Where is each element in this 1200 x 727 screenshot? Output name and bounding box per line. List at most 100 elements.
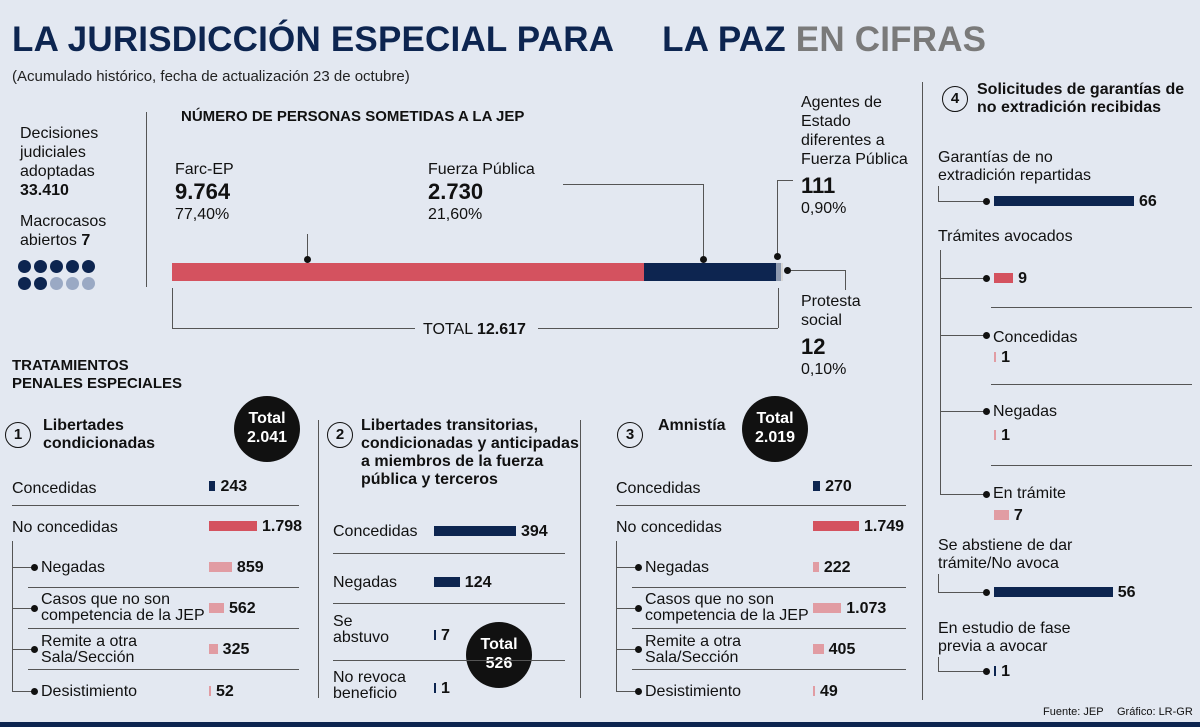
s1-negadas-value: 859 (236, 559, 264, 576)
s3-casos-bar (813, 603, 842, 613)
s4-concedidas-value: 1 (1001, 349, 1011, 366)
s1-negadas-dot (31, 564, 38, 571)
s3-negadas-value: 222 (823, 559, 851, 576)
s3-remite-bar (813, 644, 824, 654)
title-gray: EN CIFRAS (795, 20, 987, 59)
personas-segment (781, 263, 784, 281)
total-bracket-right (778, 288, 779, 328)
fp-value: 2.730 (428, 179, 484, 204)
protesta-value: 12 (801, 334, 826, 359)
s4-negadas-bar (994, 430, 997, 440)
s1-casos-label: Casos que no son competencia de la JEP (41, 591, 205, 624)
macrocasos-value: 7 (81, 232, 91, 249)
section2-total: Total 526 (466, 622, 532, 688)
section2-total-value: 526 (485, 655, 513, 672)
s3-no-bar (813, 521, 859, 531)
fp-connector-h (563, 184, 704, 185)
s3-no-value: 1.749 (864, 518, 905, 535)
s4-abstiene-v (938, 574, 939, 593)
s2-abstuvo-bar (434, 630, 436, 640)
s3-desist-bar (813, 686, 815, 696)
protesta-pct: 0,10% (801, 361, 847, 378)
s4-abstiene-label: Se abstiene de dar trámite/No avoca (938, 537, 1073, 572)
s1-tree-v (12, 541, 13, 692)
agentes-block: Agentes de Estado diferentes a Fuerza Pú… (801, 93, 921, 218)
agentes-connector (777, 180, 778, 258)
s1-tree-h4 (12, 691, 36, 692)
agentes-dot (774, 253, 781, 260)
s1-no-bar (209, 521, 257, 531)
section1-total: Total 2.041 (234, 396, 300, 462)
s1-no-label: No concedidas (12, 519, 118, 536)
s1-remite-bar (209, 644, 218, 654)
macrocaso-dot (82, 260, 95, 273)
total-text: TOTAL 12.617 (423, 320, 526, 339)
fp-connector-v (703, 184, 704, 262)
s3-negadas-dot (635, 564, 642, 571)
s2-negadas-bar (434, 577, 460, 587)
s2-concedidas-label: Concedidas (333, 523, 418, 540)
tratamientos-heading: TRATAMIENTOS PENALES ESPECIALES (12, 357, 183, 392)
s4-concedidas-bar (994, 352, 997, 362)
agentes-connector-h (777, 180, 793, 181)
section4-number: 4 (942, 86, 968, 112)
s2-abstuvo-value: 7 (441, 627, 450, 644)
fp-pct: 21,60% (428, 206, 483, 223)
s1-remite-label: Remite a otra Sala/Sección (41, 633, 138, 666)
farc-value: 9.764 (175, 179, 231, 204)
protesta-block: Protesta social 12 0,10% (801, 292, 881, 379)
s2-sep1 (333, 553, 565, 554)
total-label: TOTAL (423, 321, 473, 338)
macrocaso-dot (18, 277, 31, 290)
fp-label: Fuerza Pública (428, 161, 535, 178)
s3-concedidas-label: Concedidas (616, 480, 701, 497)
s3-negadas-bar (813, 562, 819, 572)
s4-entramite-bar (994, 510, 1009, 520)
farc-label: Farc-EP (175, 161, 234, 178)
s3-sep2 (632, 587, 906, 588)
s4-negadas-h (940, 411, 988, 412)
s3-tree-h2 (616, 608, 640, 609)
s4-abstiene-bar (994, 587, 1113, 597)
s3-casos-dot (635, 605, 642, 612)
personas-segment (644, 263, 777, 281)
protesta-connector-v (845, 270, 846, 290)
s1-casos-value: 562 (229, 600, 256, 617)
s1-sep3 (28, 628, 299, 629)
s4-garantias-v (938, 186, 939, 202)
s2-sep2 (333, 603, 565, 604)
s4-estudio-dot (983, 668, 990, 675)
s2-norevoca-bar (434, 683, 436, 693)
s4-estudio-v (938, 657, 939, 672)
section2-number: 2 (327, 422, 353, 448)
s1-tree-h1 (12, 567, 36, 568)
s3-concedidas-value: 270 (825, 478, 852, 495)
macrocaso-dot (18, 260, 31, 273)
s2-concedidas-bar (434, 526, 516, 536)
section3-title: Amnistía (658, 417, 726, 434)
s2-negadas-value: 124 (464, 574, 492, 591)
s1-remite-dot (31, 646, 38, 653)
s4-abstiene-dot (983, 589, 990, 596)
s1-desist-bar (209, 686, 211, 696)
s3-tree-v (616, 541, 617, 692)
fp-block: Fuerza Pública 2.730 21,60% (428, 160, 535, 224)
s3-remite-value: 405 (828, 641, 856, 658)
farc-block: Farc-EP 9.764 77,40% (175, 160, 234, 224)
s3-sep (616, 505, 906, 506)
s4-negadas-label: Negadas (993, 403, 1058, 420)
section1-title: Libertades condicionadas (43, 417, 156, 452)
s2-concedidas-value: 394 (521, 523, 548, 540)
s2-abstuvo-label: Se abstuvo (333, 613, 390, 646)
s3-tree-h4 (616, 691, 640, 692)
s4-sep3 (991, 465, 1192, 466)
section1-total-value: 2.041 (246, 429, 288, 446)
macrocasos-block: Macrocasos abiertos 7 (20, 212, 130, 250)
s3-desist-value: 49 (820, 683, 838, 700)
protesta-dot (784, 267, 791, 274)
s4-sep1 (991, 307, 1192, 308)
s4-tramites-dot (983, 275, 990, 282)
section2-total-label: Total (480, 636, 518, 653)
s4-entramite-value: 7 (1013, 507, 1023, 524)
agentes-label: Agentes de Estado diferentes a Fuerza Pú… (801, 94, 908, 168)
